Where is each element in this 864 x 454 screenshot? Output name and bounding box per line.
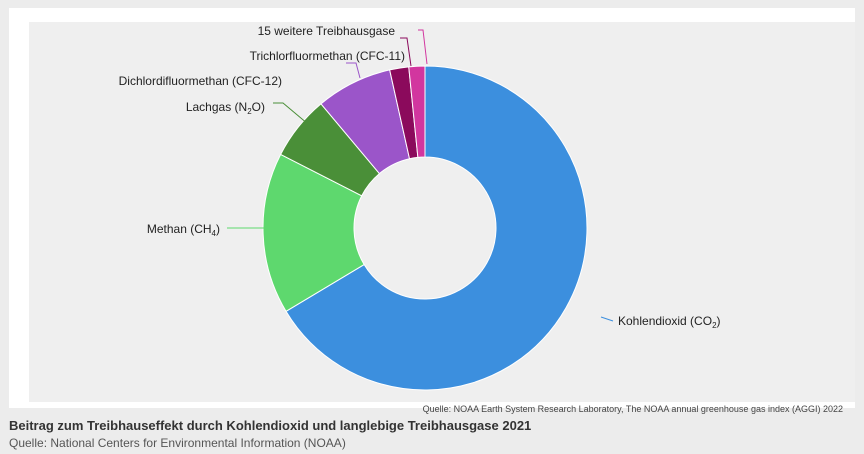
slice-label-main-1: Methan (CH <box>147 222 212 236</box>
leader-line-5 <box>418 29 428 65</box>
chart-card: Kohlendioxid (CO2) Methan (CH4) Lachgas (N… <box>9 8 855 414</box>
slice-label-main-4: Trichlorfluormethan (CFC-11) <box>250 49 405 63</box>
slice-label-sub-1: 4 <box>212 229 217 238</box>
slice-label-5: 15 weitere Treibhausgase <box>258 24 396 38</box>
chart-source-note: Quelle: NOAA Earth System Research Labor… <box>422 404 843 414</box>
slice-label-suffix-2: O) <box>252 100 265 114</box>
donut-chart: Kohlendioxid (CO2)Methan (CH4)Lachgas (N… <box>119 24 721 391</box>
slice-label-2: Lachgas (N2O) <box>186 100 265 116</box>
slice-label-1: Methan (CH4) <box>147 222 220 238</box>
caption-source: Quelle: National Centers for Environment… <box>9 436 346 450</box>
slice-label-main-5: 15 weitere Treibhausgase <box>258 24 396 38</box>
slice-5 <box>408 65 426 158</box>
slice-label-suffix-1: ) <box>216 222 220 236</box>
leader-line-4 <box>400 37 412 67</box>
slice-1 <box>262 153 365 313</box>
slice-label-suffix-0: ) <box>717 314 721 328</box>
slice-label-main-2: Lachgas (N <box>186 100 247 114</box>
slice-label-main-0: Kohlendioxid (CO <box>618 314 712 328</box>
labels-layer: Kohlendioxid (CO2)Methan (CH4)Lachgas (N… <box>119 24 721 330</box>
slice-label-3: Dichlordifluormethan (CFC-12) <box>119 74 282 88</box>
figure-caption: Beitrag zum Treibhauseffekt durch Kohlen… <box>9 417 531 452</box>
slice-0 <box>285 65 588 391</box>
slice-label-main-3: Dichlordifluormethan (CFC-12) <box>119 74 282 88</box>
leader-line-0 <box>600 316 614 322</box>
caption-title: Beitrag zum Treibhauseffekt durch Kohlen… <box>9 418 532 433</box>
slice-label-4: Trichlorfluormethan (CFC-11) <box>250 49 405 63</box>
slice-label-0: Kohlendioxid (CO2) <box>618 314 721 330</box>
slice-label-sub-0: 2 <box>712 321 717 330</box>
leader-line-3 <box>346 62 361 79</box>
slice-label-sub-2: 2 <box>247 107 252 116</box>
leader-line-2 <box>273 102 309 125</box>
slices-layer <box>262 65 588 391</box>
